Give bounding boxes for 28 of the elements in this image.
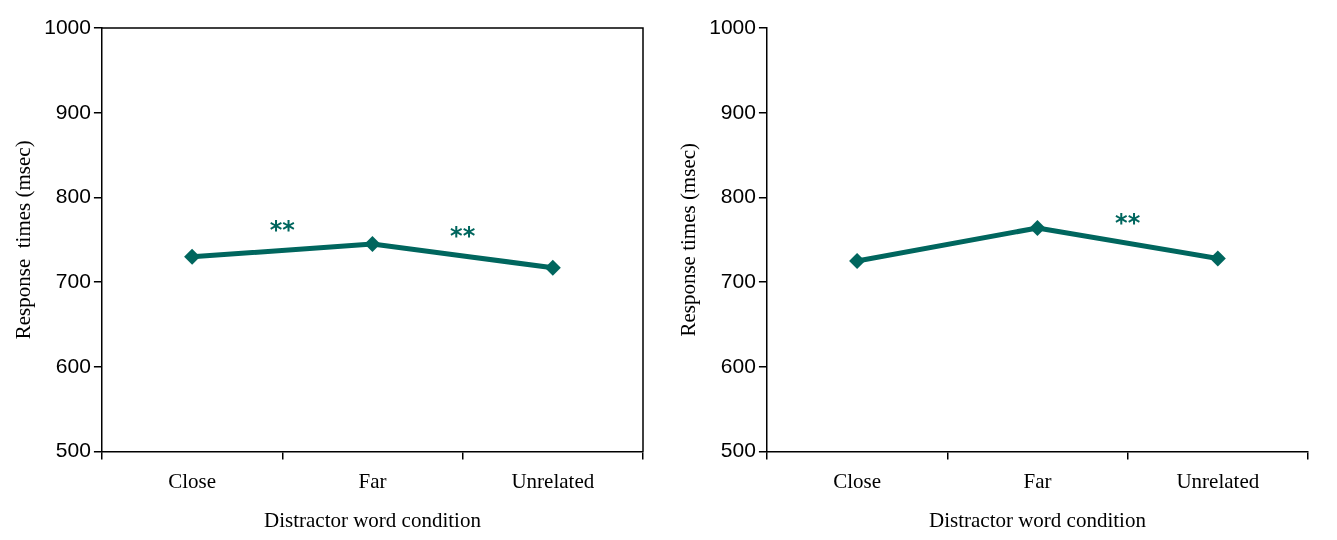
y-tick-label: 1000 xyxy=(44,14,91,38)
y-axis-title: Response times (msec) xyxy=(676,142,701,337)
x-axis-title: Distractor word condition xyxy=(263,507,482,532)
y-tick-label: 1000 xyxy=(709,14,756,38)
annotation: ** xyxy=(269,216,296,245)
y-tick-label: 500 xyxy=(720,438,756,462)
point xyxy=(1029,219,1046,236)
point xyxy=(849,252,866,269)
x-tick-label: Far xyxy=(358,468,387,493)
x-tick-label: Unrelated xyxy=(1176,468,1260,493)
annotation: ** xyxy=(1115,209,1141,238)
y-tick-label: 600 xyxy=(720,353,756,377)
x-tick-label: Close xyxy=(168,468,217,493)
y-tick-label: 900 xyxy=(55,99,91,123)
y-tick-label: 700 xyxy=(55,268,91,292)
y-tick-label: 800 xyxy=(55,184,91,208)
y-tick-label: 700 xyxy=(720,268,756,292)
x-tick-label: Far xyxy=(1023,468,1052,493)
y-tick-label: 500 xyxy=(55,438,91,462)
x-axis-title: Distractor word condition xyxy=(928,507,1147,532)
y-tick-label: 600 xyxy=(55,353,91,377)
annotation: ** xyxy=(450,221,476,250)
y-axis-title: Response times (msec) xyxy=(11,140,36,340)
x-tick-label: Unrelated xyxy=(511,468,595,493)
y-tick-label: 900 xyxy=(720,99,756,123)
x-tick-label: Close xyxy=(833,468,882,493)
y-tick-label: 800 xyxy=(720,184,756,208)
point xyxy=(1209,250,1226,267)
